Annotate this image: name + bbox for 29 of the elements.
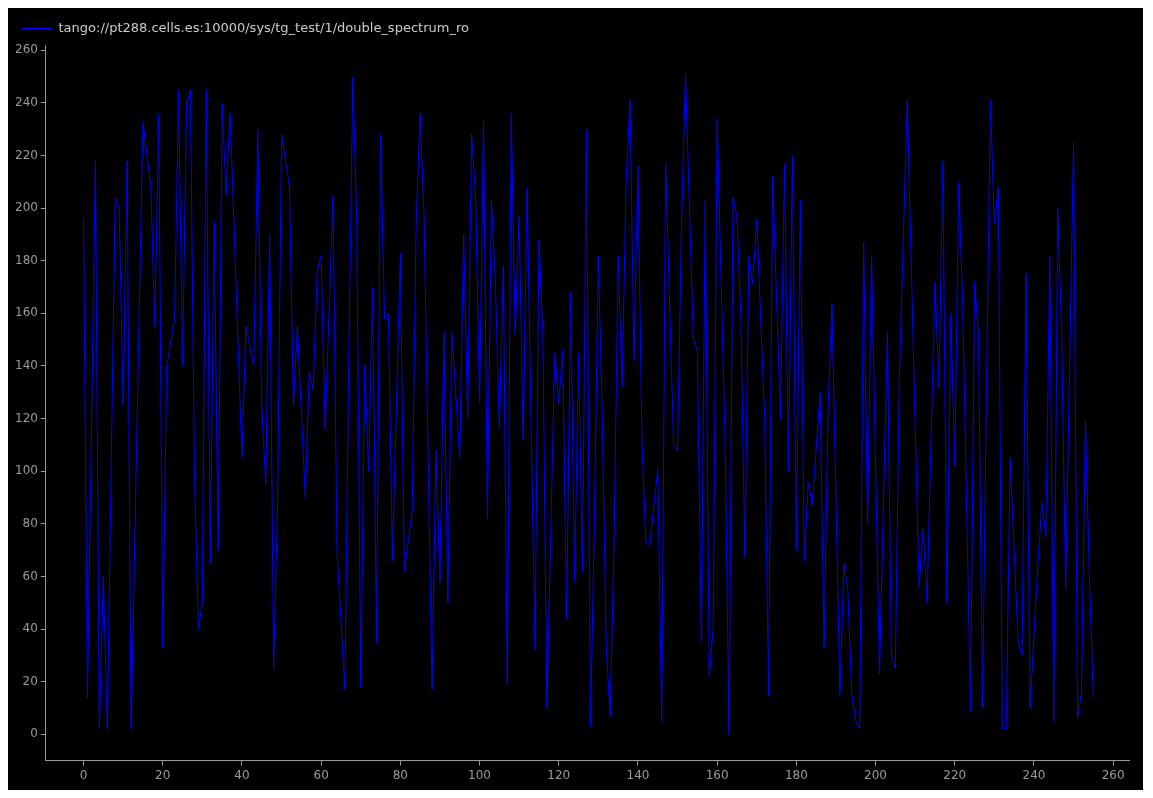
x-tick-label: 260 [1101, 767, 1125, 782]
x-tick-label: 160 [705, 767, 729, 782]
x-tick-label: 100 [468, 767, 491, 782]
legend-label: tango://pt288.cells.es:10000/sys/tg_test/1/double_spectrum_ro [58, 19, 469, 35]
y-tick-label: 0 [30, 726, 38, 741]
y-tick-label: 240 [15, 95, 38, 109]
x-tick-label: 220 [943, 767, 967, 782]
y-tick-label: 20 [22, 673, 38, 688]
y-tick-label: 100 [15, 463, 38, 478]
x-tick-label: 180 [784, 767, 808, 782]
x-tick-label: 140 [626, 767, 650, 782]
x-tick-label: 240 [1022, 767, 1046, 782]
y-tick-label: 180 [15, 252, 38, 267]
x-tick-label: 200 [864, 767, 887, 782]
y-tick-label: 80 [22, 515, 38, 530]
x-tick-label: 40 [234, 767, 250, 782]
x-tick-label: 0 [79, 767, 88, 782]
y-tick-label: 60 [22, 568, 38, 583]
x-tick-label: 80 [392, 767, 408, 782]
x-tick-label: 60 [313, 767, 329, 782]
y-tick-label: 120 [15, 410, 38, 425]
y-tick-label: 140 [15, 358, 38, 373]
y-tick-label: 220 [15, 147, 38, 162]
y-tick-label: 200 [15, 200, 38, 215]
y-tick-label: 160 [15, 305, 38, 320]
y-tick-label: 260 [15, 42, 38, 57]
y-tick-label: 40 [22, 621, 38, 636]
x-tick-label: 20 [155, 767, 171, 782]
x-tick-label: 120 [547, 767, 571, 782]
